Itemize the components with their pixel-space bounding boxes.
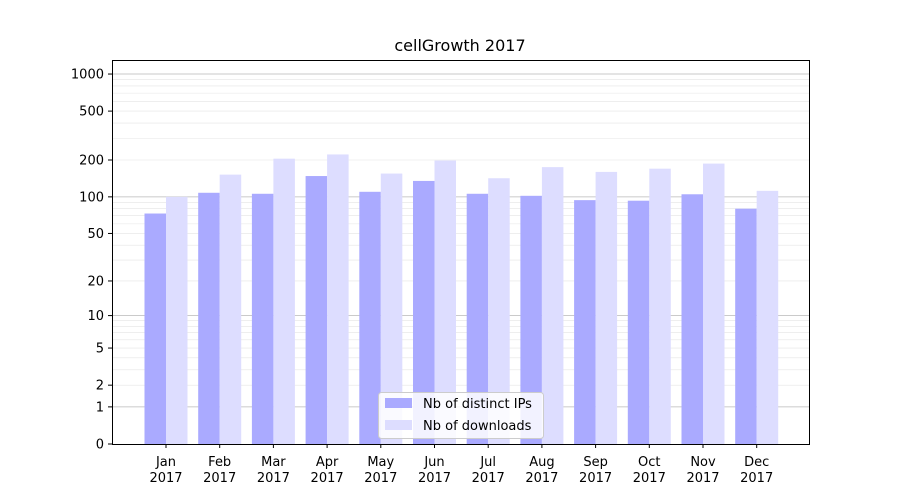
x-tick-label: Jun 2017 — [418, 455, 451, 486]
bar-downloads — [703, 163, 725, 444]
x-tick-label: Mar 2017 — [257, 455, 290, 486]
legend-box — [378, 392, 544, 439]
x-tick-label: May 2017 — [364, 455, 397, 486]
x-tick-label: Apr 2017 — [311, 455, 344, 486]
bar-downloads — [541, 167, 564, 445]
x-axis: Jan 2017 Feb 2017 Mar 2017 Apr 2017 May 2017 Jun 20… — [149, 444, 773, 486]
y-tick-label: 1 — [96, 400, 104, 415]
bar-downloads — [595, 171, 618, 445]
bar-distinct-ips — [574, 200, 596, 444]
x-tick-label: Aug 2017 — [525, 455, 558, 486]
bar-downloads — [756, 190, 779, 444]
bar-distinct-ips — [144, 213, 166, 444]
y-tick-label: 1000 — [71, 68, 104, 83]
bar-downloads — [380, 173, 403, 444]
bar-downloads — [488, 178, 510, 444]
x-tick-label: Sep 2017 — [579, 455, 612, 486]
legend-label-distinct-ips: Nb of distinct IPs — [423, 397, 532, 412]
x-tick-label: Oct 2017 — [633, 455, 666, 486]
plot-area — [112, 60, 810, 445]
x-tick-label: Dec 2017 — [740, 455, 773, 486]
legend-swatch-distinct-ips — [385, 398, 412, 408]
y-tick-label: 2 — [96, 379, 104, 394]
bar-downloads — [434, 160, 456, 445]
x-tick-label: Nov 2017 — [686, 455, 719, 486]
bar-distinct-ips — [735, 208, 757, 444]
y-tick-label: 50 — [87, 227, 104, 242]
bars — [144, 154, 779, 445]
bar-downloads — [649, 168, 671, 445]
y-axis: 0 1 2 5 10 20 50 100 200 500 1000 — [71, 68, 112, 453]
legend-label-downloads: Nb of downloads — [423, 419, 532, 434]
bar-distinct-ips — [198, 192, 220, 444]
x-tick-label: Feb 2017 — [203, 455, 236, 486]
bar-distinct-ips — [251, 193, 274, 444]
y-tick-label: 500 — [79, 105, 104, 120]
y-tick-label: 100 — [79, 190, 104, 205]
bar-distinct-ips — [466, 193, 489, 444]
bar-downloads — [327, 154, 349, 444]
legend: Nb of distinct IPs Nb of downloads — [378, 392, 544, 439]
x-tick-label: Jul 2017 — [472, 455, 505, 486]
bar-distinct-ips — [359, 191, 381, 444]
y-tick-label: 5 — [96, 342, 104, 357]
bar-distinct-ips — [413, 180, 435, 444]
bar-downloads — [166, 196, 188, 444]
bar-distinct-ips — [305, 176, 328, 444]
bar-downloads — [219, 174, 242, 445]
bar-distinct-ips — [520, 195, 542, 444]
legend-swatch-downloads — [385, 420, 412, 430]
bar-distinct-ips — [681, 194, 703, 444]
y-tick-label: 20 — [87, 274, 104, 289]
bar-distinct-ips — [627, 200, 650, 444]
y-tick-label: 200 — [79, 154, 104, 169]
chart-title: cellGrowth 2017 — [394, 36, 525, 55]
x-tick-label: Jan 2017 — [149, 455, 182, 486]
y-tick-label: 10 — [87, 309, 104, 324]
y-tick-label: 0 — [96, 438, 104, 453]
bar-downloads — [273, 158, 295, 444]
